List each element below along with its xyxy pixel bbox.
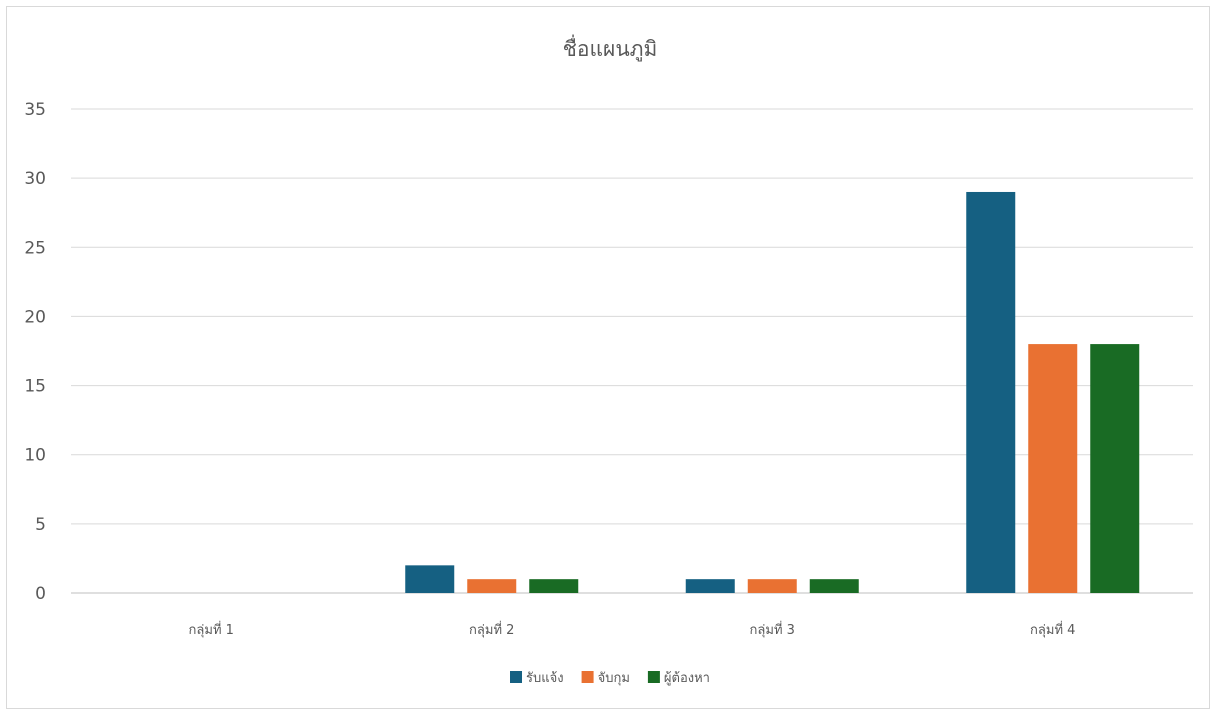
gridlines [71, 108, 1193, 594]
bar-2-3 [747, 579, 797, 593]
bar-2-2 [467, 579, 517, 593]
chart-title: ชื่อแผนภูมิ [563, 34, 658, 62]
legend-item: ผู้ต้องหา [647, 671, 710, 686]
legend-swatch [510, 671, 523, 683]
y-tick-label: 20 [24, 307, 46, 327]
legend-item: รับแจ้ง [510, 671, 564, 686]
y-tick-label: 30 [24, 169, 46, 189]
legend-label: จับกุม [598, 671, 630, 686]
x-category-label: กลุ่มที่ 2 [469, 621, 514, 638]
legend: รับแจ้ง จับกุม ผู้ต้องหา [510, 671, 710, 686]
y-tick-label: 15 [24, 377, 46, 397]
y-tick-label: 0 [35, 584, 46, 604]
y-tick-label: 35 [24, 100, 46, 120]
bar-3-2 [529, 579, 579, 593]
bar-1-4 [966, 191, 1016, 593]
bars [405, 191, 1140, 593]
x-axis-categories: กลุ่มที่ 1 กลุ่มที่ 2 กลุ่มที่ 3 กลุ่มที่ 4 [189, 621, 1076, 638]
legend-swatch [647, 671, 660, 683]
bar-3-3 [809, 579, 859, 593]
bar-1-3 [685, 579, 735, 593]
y-tick-label: 5 [35, 515, 46, 535]
y-tick-label: 25 [24, 238, 46, 258]
bar-1-2 [405, 565, 455, 593]
legend-swatch [581, 671, 594, 683]
bar-3-4 [1090, 344, 1140, 593]
legend-label: รับแจ้ง [526, 671, 564, 686]
legend-item: จับกุม [581, 671, 630, 686]
x-category-label: กลุ่มที่ 4 [1030, 621, 1075, 638]
y-tick-label: 10 [24, 446, 46, 466]
bar-2-4 [1028, 344, 1078, 593]
y-axis-ticks: 0 5 10 15 20 25 30 35 [24, 100, 46, 604]
x-category-label: กลุ่มที่ 1 [189, 621, 234, 638]
x-category-label: กลุ่มที่ 3 [750, 621, 795, 638]
legend-label: ผู้ต้องหา [664, 671, 710, 686]
